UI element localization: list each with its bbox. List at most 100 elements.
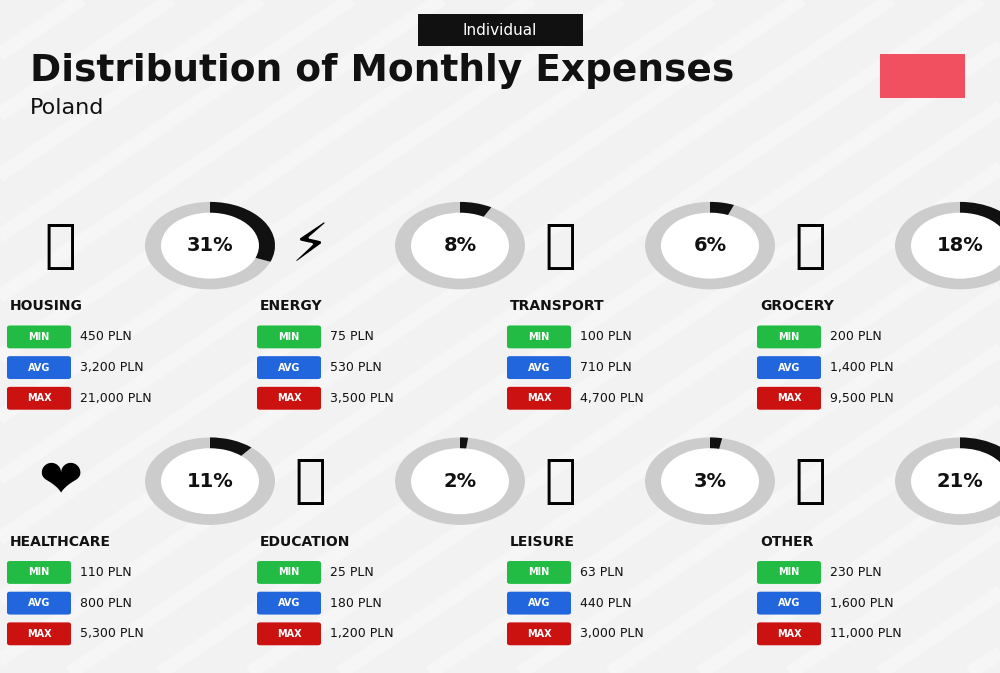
- FancyBboxPatch shape: [757, 387, 821, 410]
- Text: 🛒: 🛒: [794, 219, 826, 272]
- FancyBboxPatch shape: [257, 561, 321, 584]
- FancyBboxPatch shape: [880, 54, 965, 98]
- FancyBboxPatch shape: [507, 561, 571, 584]
- Circle shape: [145, 202, 275, 289]
- Wedge shape: [710, 437, 722, 449]
- Text: MIN: MIN: [778, 567, 800, 577]
- Text: ENERGY: ENERGY: [260, 299, 323, 313]
- Text: OTHER: OTHER: [760, 535, 813, 548]
- FancyBboxPatch shape: [257, 592, 321, 614]
- Text: 100 PLN: 100 PLN: [580, 330, 632, 343]
- Wedge shape: [645, 437, 775, 525]
- Text: MAX: MAX: [277, 629, 301, 639]
- Text: MAX: MAX: [777, 629, 801, 639]
- Text: 75 PLN: 75 PLN: [330, 330, 374, 343]
- Text: 3,500 PLN: 3,500 PLN: [330, 392, 394, 404]
- Wedge shape: [960, 437, 1000, 473]
- FancyBboxPatch shape: [507, 592, 571, 614]
- Text: HOUSING: HOUSING: [10, 299, 83, 313]
- Text: MIN: MIN: [528, 332, 550, 342]
- Text: 🛍: 🛍: [544, 455, 576, 507]
- FancyBboxPatch shape: [257, 356, 321, 379]
- Text: 3,000 PLN: 3,000 PLN: [580, 627, 644, 640]
- Circle shape: [145, 437, 275, 525]
- FancyBboxPatch shape: [507, 326, 571, 349]
- Text: 4,700 PLN: 4,700 PLN: [580, 392, 644, 404]
- Text: MIN: MIN: [278, 567, 300, 577]
- Text: 👜: 👜: [794, 455, 826, 507]
- Circle shape: [395, 202, 525, 289]
- Wedge shape: [895, 202, 1000, 289]
- Text: 3,200 PLN: 3,200 PLN: [80, 361, 144, 374]
- Wedge shape: [460, 437, 468, 448]
- Text: 21,000 PLN: 21,000 PLN: [80, 392, 152, 404]
- Wedge shape: [895, 437, 1000, 525]
- Text: 25 PLN: 25 PLN: [330, 566, 374, 579]
- Text: AVG: AVG: [28, 363, 50, 373]
- Text: Poland: Poland: [30, 98, 104, 118]
- Circle shape: [395, 437, 525, 525]
- FancyBboxPatch shape: [7, 356, 71, 379]
- Text: 2%: 2%: [443, 472, 477, 491]
- Text: AVG: AVG: [28, 598, 50, 608]
- FancyBboxPatch shape: [7, 561, 71, 584]
- Text: 180 PLN: 180 PLN: [330, 597, 382, 610]
- Text: MAX: MAX: [27, 393, 51, 403]
- Text: 11%: 11%: [187, 472, 233, 491]
- Text: 6%: 6%: [693, 236, 727, 255]
- Wedge shape: [960, 202, 1000, 232]
- Text: Individual: Individual: [463, 23, 537, 38]
- Text: HEALTHCARE: HEALTHCARE: [10, 535, 111, 548]
- Text: MIN: MIN: [28, 567, 50, 577]
- Wedge shape: [710, 202, 734, 215]
- Text: 230 PLN: 230 PLN: [830, 566, 882, 579]
- Text: 1,400 PLN: 1,400 PLN: [830, 361, 894, 374]
- FancyBboxPatch shape: [257, 326, 321, 349]
- Wedge shape: [645, 202, 775, 289]
- Text: 11,000 PLN: 11,000 PLN: [830, 627, 902, 640]
- Text: GROCERY: GROCERY: [760, 299, 834, 313]
- Text: 450 PLN: 450 PLN: [80, 330, 132, 343]
- Text: AVG: AVG: [778, 598, 800, 608]
- FancyBboxPatch shape: [7, 387, 71, 410]
- Text: TRANSPORT: TRANSPORT: [510, 299, 605, 313]
- FancyBboxPatch shape: [418, 14, 582, 46]
- FancyBboxPatch shape: [757, 356, 821, 379]
- Text: 440 PLN: 440 PLN: [580, 597, 632, 610]
- Circle shape: [895, 202, 1000, 289]
- FancyBboxPatch shape: [757, 326, 821, 349]
- Text: 63 PLN: 63 PLN: [580, 566, 624, 579]
- FancyBboxPatch shape: [257, 387, 321, 410]
- FancyBboxPatch shape: [757, 561, 821, 584]
- Text: 31%: 31%: [187, 236, 233, 255]
- Text: AVG: AVG: [278, 598, 300, 608]
- Text: MAX: MAX: [27, 629, 51, 639]
- Text: 710 PLN: 710 PLN: [580, 361, 632, 374]
- FancyBboxPatch shape: [507, 356, 571, 379]
- Text: AVG: AVG: [528, 363, 550, 373]
- Text: 🚌: 🚌: [544, 219, 576, 272]
- Text: 530 PLN: 530 PLN: [330, 361, 382, 374]
- Text: AVG: AVG: [278, 363, 300, 373]
- Text: MIN: MIN: [278, 332, 300, 342]
- Text: 5,300 PLN: 5,300 PLN: [80, 627, 144, 640]
- FancyBboxPatch shape: [7, 592, 71, 614]
- Text: 200 PLN: 200 PLN: [830, 330, 882, 343]
- Text: 110 PLN: 110 PLN: [80, 566, 132, 579]
- FancyBboxPatch shape: [507, 623, 571, 645]
- Text: 1,200 PLN: 1,200 PLN: [330, 627, 394, 640]
- Wedge shape: [145, 202, 275, 289]
- Text: 9,500 PLN: 9,500 PLN: [830, 392, 894, 404]
- Text: 800 PLN: 800 PLN: [80, 597, 132, 610]
- Wedge shape: [395, 202, 525, 289]
- Wedge shape: [395, 437, 525, 525]
- FancyBboxPatch shape: [507, 387, 571, 410]
- Text: 3%: 3%: [694, 472, 726, 491]
- Text: AVG: AVG: [778, 363, 800, 373]
- Text: 21%: 21%: [937, 472, 983, 491]
- FancyBboxPatch shape: [257, 623, 321, 645]
- Text: 18%: 18%: [937, 236, 983, 255]
- Circle shape: [895, 437, 1000, 525]
- Text: LEISURE: LEISURE: [510, 535, 575, 548]
- Text: 1,600 PLN: 1,600 PLN: [830, 597, 894, 610]
